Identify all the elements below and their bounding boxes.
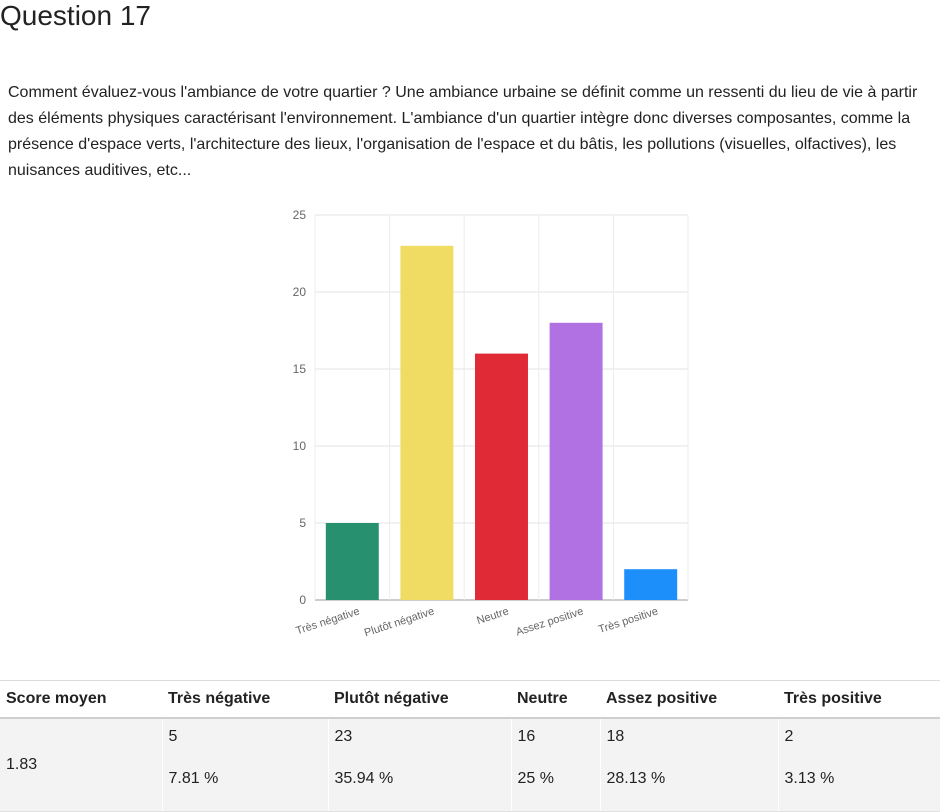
bar [326,523,379,600]
percent-value: 28.13 % [607,770,778,794]
y-tick-label: 25 [293,208,307,222]
count-value: 5 [169,728,328,750]
percent-value: 7.81 % [169,770,328,794]
bar [624,569,677,600]
header-assez-positive: Assez positive [600,681,778,719]
percent-value: 3.13 % [785,770,940,794]
y-tick-label: 0 [299,593,306,607]
table-cell: 5 7.81 % [162,718,328,812]
table-cell: 16 25 % [511,718,600,812]
score-moyen-value: 1.83 [0,718,162,812]
table-row: 1.83 5 7.81 % 23 35.94 % 16 25 % 18 28.1… [0,718,940,812]
question-text: Comment évaluez-vous l'ambiance de votre… [8,80,936,184]
x-tick-label: Plutôt négative [363,605,436,639]
bar [475,354,528,600]
x-tick-label: Très négative [295,605,362,637]
x-tick-label: Très positive [597,605,660,636]
count-value: 23 [335,728,511,750]
table-header-row: Score moyen Très négative Plutôt négativ… [0,681,940,719]
bar [550,323,603,600]
y-tick-label: 10 [293,439,307,453]
header-score-moyen: Score moyen [0,681,162,719]
header-tres-negative: Très négative [162,681,328,719]
count-value: 2 [785,728,940,750]
percent-value: 35.94 % [335,770,511,794]
x-tick-label: Assez positive [514,605,585,638]
header-tres-positive: Très positive [778,681,940,719]
y-tick-label: 15 [293,362,307,376]
y-tick-label: 20 [293,285,307,299]
header-neutre: Neutre [511,681,600,719]
question-title: Question 17 [0,0,151,32]
table-cell: 2 3.13 % [778,718,940,812]
results-table: Score moyen Très négative Plutôt négativ… [0,680,940,812]
count-value: 18 [607,728,778,750]
table-cell: 18 28.13 % [600,718,778,812]
y-tick-label: 5 [299,516,306,530]
percent-value: 25 % [518,770,600,794]
count-value: 16 [518,728,600,750]
header-plutot-negative: Plutôt négative [328,681,511,719]
bar [400,246,453,600]
x-tick-label: Neutre [475,605,510,627]
table-cell: 23 35.94 % [328,718,511,812]
